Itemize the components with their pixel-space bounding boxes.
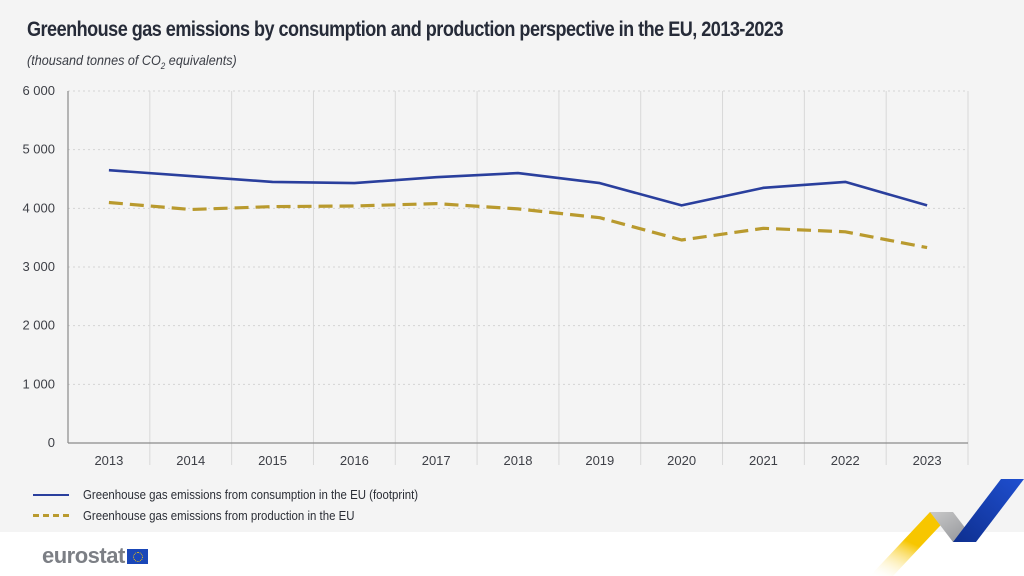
y-tick-label: 5 000 [22,142,55,157]
legend-swatch-solid [33,493,69,496]
y-tick-label: 3 000 [22,259,55,274]
ribbon-blue [953,479,1024,542]
subtitle-subscript: 2 [160,60,166,71]
legend-label: Greenhouse gas emissions from consumptio… [83,487,419,502]
logo-text: eurostat [42,543,125,568]
axes: 0 1 000 2 000 3 000 4 000 5 000 6 000 2013 2014 2… [22,83,968,468]
grid [68,90,969,465]
x-tick-label: 2013 [94,453,123,468]
subtitle-suffix: equivalents) [165,52,237,68]
x-tick-label: 2016 [340,453,369,468]
decorative-ribbon-icon [870,479,1024,576]
x-tick-label: 2019 [585,453,614,468]
x-tick-label: 2020 [667,453,696,468]
y-tick-label: 1 000 [22,376,55,391]
series-line-production [108,200,928,250]
legend: Greenhouse gas emissions from consumptio… [33,484,464,526]
series-line-consumption [108,168,928,207]
legend-label: Greenhouse gas emissions from production… [83,508,355,523]
y-tick-label: 0 [48,435,55,450]
x-tick-label: 2022 [831,453,860,468]
y-tick-label: 6 000 [22,83,55,98]
chart-title: Greenhouse gas emissions by consumption … [27,18,784,41]
series [108,168,928,250]
eu-flag-icon [126,548,148,564]
ribbon-yellow [870,512,953,576]
y-tick-label: 2 000 [22,318,55,333]
x-tick-label: 2023 [913,453,942,468]
chart-subtitle: (thousand tonnes of CO2 equivalents) [27,52,237,71]
line-chart: 0 1 000 2 000 3 000 4 000 5 000 6 000 2013 2014 2… [22,83,969,468]
y-tick-label: 4 000 [22,200,55,215]
legend-item-production: Greenhouse gas emissions from production… [33,505,464,526]
x-tick-label: 2014 [176,453,205,468]
subtitle-prefix: (thousand tonnes of CO [27,52,161,68]
x-tick-label: 2021 [749,453,778,468]
eurostat-logo: eurostat [42,543,148,569]
x-tick-label: 2015 [258,453,287,468]
legend-item-consumption: Greenhouse gas emissions from consumptio… [33,484,464,505]
legend-swatch-dashed [33,514,69,517]
x-tick-label: 2018 [504,453,533,468]
x-tick-label: 2017 [422,453,451,468]
